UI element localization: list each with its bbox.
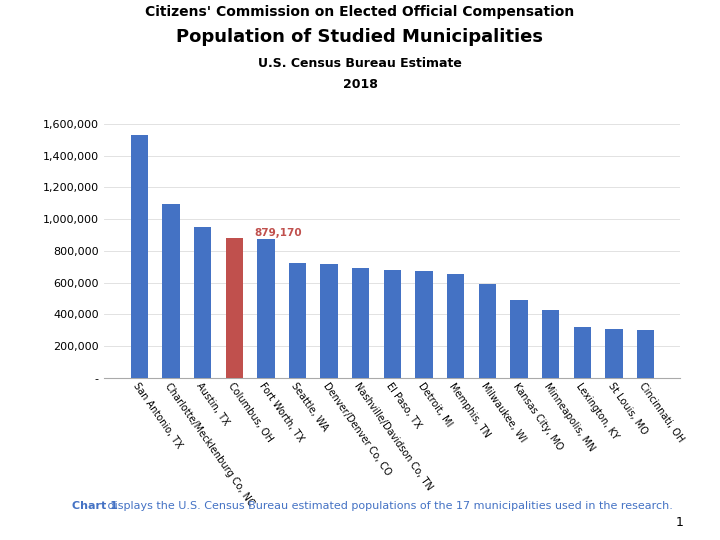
Bar: [130, 134, 148, 378]
Bar: [510, 300, 528, 378]
Bar: [257, 239, 274, 378]
Bar: [479, 284, 496, 378]
Bar: [289, 263, 306, 378]
Bar: [162, 204, 179, 378]
Bar: [225, 238, 243, 378]
Text: Population of Studied Municipalities: Population of Studied Municipalities: [176, 28, 544, 46]
Bar: [447, 274, 464, 378]
Text: 879,170: 879,170: [255, 227, 302, 238]
Bar: [606, 329, 623, 378]
Text: 2018: 2018: [343, 78, 377, 91]
Bar: [415, 271, 433, 378]
Text: U.S. Census Bureau Estimate: U.S. Census Bureau Estimate: [258, 57, 462, 70]
Bar: [574, 327, 591, 378]
Text: Chart 1: Chart 1: [72, 501, 118, 511]
Bar: [352, 268, 369, 378]
Text: displays the U.S. Census Bureau estimated populations of the 17 municipalities u: displays the U.S. Census Bureau estimate…: [104, 501, 672, 511]
Text: 1: 1: [676, 516, 684, 529]
Bar: [384, 269, 401, 378]
Bar: [320, 264, 338, 378]
Bar: [194, 227, 211, 378]
Bar: [636, 330, 654, 378]
Bar: [542, 310, 559, 378]
Text: Citizens' Commission on Elected Official Compensation: Citizens' Commission on Elected Official…: [145, 5, 575, 19]
